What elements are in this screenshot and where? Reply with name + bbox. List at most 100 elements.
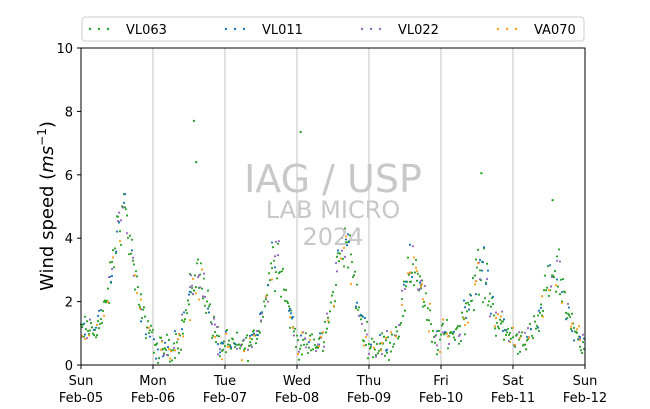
data-point — [83, 337, 87, 341]
data-point — [410, 271, 414, 274]
data-point — [221, 342, 225, 345]
data-point — [173, 329, 177, 333]
data-point — [139, 320, 143, 323]
data-point — [259, 319, 263, 322]
data-point — [392, 342, 396, 346]
data-point — [436, 348, 440, 352]
data-point — [327, 321, 331, 324]
data-point — [364, 343, 368, 347]
data-point — [110, 260, 114, 264]
data-point — [430, 340, 434, 343]
data-point — [302, 343, 306, 346]
data-point — [210, 322, 214, 326]
data-point — [523, 343, 527, 346]
data-point — [200, 268, 204, 271]
data-point — [149, 324, 153, 327]
data-point — [291, 326, 295, 329]
legend-marker — [360, 27, 364, 31]
data-point — [225, 328, 229, 332]
data-point — [191, 292, 195, 296]
data-point — [418, 281, 422, 284]
data-point — [240, 359, 244, 362]
data-point — [289, 312, 293, 315]
data-point — [264, 295, 268, 298]
data-point — [176, 347, 180, 350]
data-point — [568, 315, 572, 319]
data-point — [493, 324, 497, 328]
legend-marker — [233, 27, 237, 31]
data-point — [182, 320, 186, 323]
data-point — [380, 341, 384, 344]
data-point — [95, 334, 99, 337]
data-point — [416, 288, 420, 291]
data-point — [467, 303, 471, 306]
data-point — [185, 312, 189, 315]
data-point — [356, 308, 360, 312]
data-point — [520, 331, 524, 334]
data-point — [165, 353, 169, 357]
data-point — [202, 272, 206, 275]
data-point — [513, 343, 517, 346]
data-point — [171, 349, 175, 352]
data-point — [258, 331, 262, 334]
data-point — [173, 349, 177, 352]
data-point — [291, 315, 295, 319]
data-point — [418, 287, 422, 290]
data-point — [581, 340, 585, 344]
data-point — [386, 336, 390, 339]
data-point — [213, 330, 217, 334]
data-point — [110, 274, 114, 278]
data-point — [572, 339, 576, 342]
data-point — [464, 316, 468, 320]
data-point — [317, 345, 321, 348]
data-point — [531, 336, 535, 340]
data-point — [237, 343, 241, 346]
data-point — [144, 336, 148, 340]
data-point — [471, 276, 475, 280]
data-point — [341, 257, 345, 260]
data-point — [343, 255, 347, 258]
data-point — [197, 274, 201, 277]
data-point — [474, 280, 478, 283]
data-point — [318, 332, 322, 335]
data-point — [138, 307, 142, 310]
data-point — [322, 345, 326, 348]
data-point — [380, 332, 384, 335]
data-point — [206, 307, 210, 310]
data-point — [342, 246, 346, 249]
data-point — [540, 295, 544, 298]
data-point — [384, 336, 388, 340]
data-point — [497, 327, 501, 330]
data-point — [435, 344, 439, 347]
legend-marker — [496, 27, 500, 31]
data-point — [380, 352, 384, 356]
data-point — [129, 252, 133, 255]
data-point — [94, 336, 98, 339]
data-point — [402, 283, 406, 286]
data-point — [508, 331, 512, 334]
data-point — [316, 343, 320, 346]
data-point — [170, 359, 174, 362]
data-point — [414, 258, 418, 261]
data-point — [486, 304, 490, 307]
data-point — [445, 332, 449, 335]
data-point — [90, 326, 94, 329]
data-point — [201, 295, 205, 298]
data-point — [428, 309, 432, 312]
data-point — [424, 292, 428, 295]
x-axis: Sun Feb-05 Mon Feb-06 Tue Feb-07 Wed Feb-08 Thu F… — [59, 365, 607, 406]
data-point — [478, 278, 482, 281]
data-point — [473, 283, 477, 286]
data-point — [297, 350, 301, 353]
data-point — [159, 348, 163, 351]
data-point — [139, 293, 143, 296]
data-point — [539, 306, 543, 309]
data-point — [106, 300, 110, 304]
data-point — [560, 301, 564, 304]
data-point — [233, 345, 237, 349]
data-point — [173, 356, 177, 360]
data-point — [95, 323, 99, 326]
data-point — [299, 334, 303, 337]
data-point — [270, 241, 274, 244]
data-point — [517, 338, 521, 341]
